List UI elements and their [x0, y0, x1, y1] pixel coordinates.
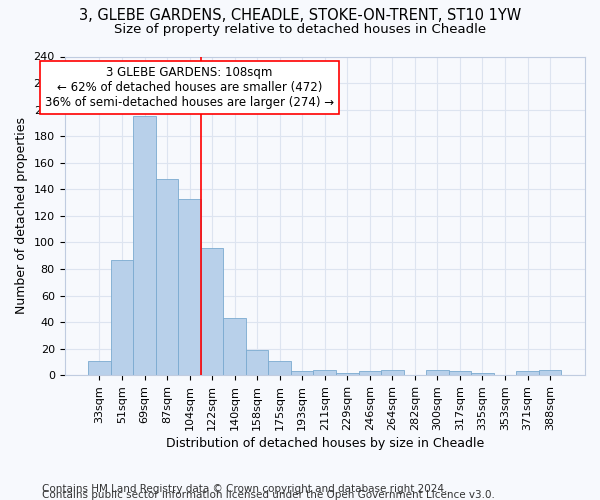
- Bar: [246, 350, 268, 375]
- X-axis label: Distribution of detached houses by size in Cheadle: Distribution of detached houses by size …: [166, 437, 484, 450]
- Bar: [359, 371, 381, 375]
- Bar: [539, 370, 562, 375]
- Text: 3, GLEBE GARDENS, CHEADLE, STOKE-ON-TRENT, ST10 1YW: 3, GLEBE GARDENS, CHEADLE, STOKE-ON-TREN…: [79, 8, 521, 22]
- Text: 3 GLEBE GARDENS: 108sqm
← 62% of detached houses are smaller (472)
36% of semi-d: 3 GLEBE GARDENS: 108sqm ← 62% of detache…: [45, 66, 334, 109]
- Bar: [313, 370, 336, 375]
- Bar: [201, 248, 223, 375]
- Text: Size of property relative to detached houses in Cheadle: Size of property relative to detached ho…: [114, 22, 486, 36]
- Bar: [336, 372, 359, 375]
- Bar: [291, 371, 313, 375]
- Bar: [449, 371, 471, 375]
- Text: Contains HM Land Registry data © Crown copyright and database right 2024.: Contains HM Land Registry data © Crown c…: [42, 484, 448, 494]
- Bar: [471, 372, 494, 375]
- Text: Contains public sector information licensed under the Open Government Licence v3: Contains public sector information licen…: [42, 490, 495, 500]
- Bar: [268, 360, 291, 375]
- Bar: [381, 370, 404, 375]
- Bar: [111, 260, 133, 375]
- Bar: [223, 318, 246, 375]
- Bar: [156, 178, 178, 375]
- Bar: [516, 371, 539, 375]
- Bar: [133, 116, 156, 375]
- Y-axis label: Number of detached properties: Number of detached properties: [15, 118, 28, 314]
- Bar: [426, 370, 449, 375]
- Bar: [178, 198, 201, 375]
- Bar: [88, 360, 111, 375]
